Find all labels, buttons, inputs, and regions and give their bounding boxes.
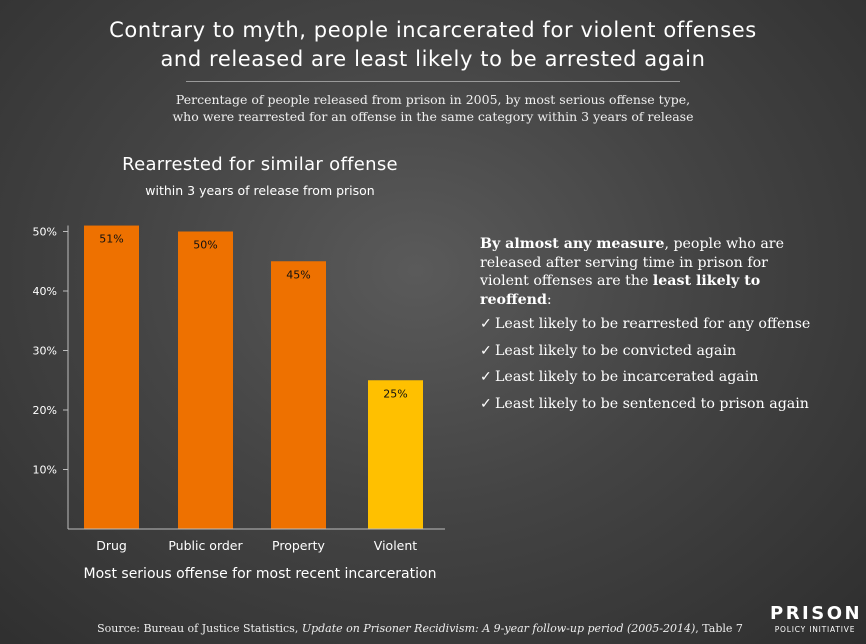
bar-data-label: 25% xyxy=(383,387,407,400)
source-prefix: Source: Bureau of Justice Statistics, xyxy=(97,622,302,635)
logo-tagline: POLICY INITIATIVE xyxy=(774,625,856,634)
subtitle-line-1: Percentage of people released from priso… xyxy=(175,92,691,107)
bar-drug xyxy=(84,225,139,530)
key-findings-intro: By almost any measure, people who are re… xyxy=(480,235,820,309)
intro-colon: : xyxy=(546,291,552,308)
y-tick-label: 40% xyxy=(33,285,57,298)
bar-data-label: 50% xyxy=(193,239,217,252)
x-axis-title: Most serious offense for most recent inc… xyxy=(83,566,437,582)
logo-wordmark: PRISON xyxy=(770,603,863,624)
checklist-item-text: Least likely to be convicted again xyxy=(495,342,737,359)
source-suffix: , Table 7 xyxy=(695,622,743,635)
checklist-item-text: Least likely to be sentenced to prison a… xyxy=(495,396,809,413)
title-divider xyxy=(186,81,680,82)
checklist-item: ✓ Least likely to be convicted again xyxy=(480,342,820,361)
bar-violent xyxy=(368,380,423,529)
bar-public-order xyxy=(178,231,233,529)
prison-policy-initiative-logo: PRISON POLICY INITIATIVE xyxy=(770,604,860,636)
chart-subtitle: within 3 years of release from prison xyxy=(145,183,375,198)
bar-data-label: 45% xyxy=(286,268,310,281)
y-tick-label: 30% xyxy=(33,345,57,358)
x-axis: Drug Public order Property Violent xyxy=(68,528,445,553)
title-line-2: and released are least likely to be arre… xyxy=(160,47,706,71)
intro-bold-lead: By almost any measure xyxy=(480,236,665,252)
bar-property xyxy=(271,261,326,529)
y-axis: 10% 20% 30% 40% 50% xyxy=(33,225,69,529)
checkmark-icon: ✓ xyxy=(480,396,492,413)
subtitle-line-2: who were rearrested for an offense in th… xyxy=(172,109,694,124)
findings-checklist: ✓ Least likely to be rearrested for any o… xyxy=(480,315,820,414)
bar-data-label: 51% xyxy=(99,233,123,246)
checklist-item: ✓ Least likely to be incarcerated again xyxy=(480,368,820,387)
checklist-item: ✓ Least likely to be rearrested for any o… xyxy=(480,315,820,334)
page-title: Contrary to myth, people incarcerated fo… xyxy=(40,16,826,74)
y-tick-label: 10% xyxy=(33,464,57,477)
checklist-item-text: Least likely to be rearrested for any of… xyxy=(495,316,811,332)
title-line-1: Contrary to myth, people incarcerated fo… xyxy=(109,18,757,42)
key-findings: By almost any measure, people who are re… xyxy=(480,235,820,422)
bar-group: 51% 50% 45% 25% xyxy=(84,225,423,530)
x-tick-label: Public order xyxy=(168,538,243,553)
intro-text: , people who are released after serving … xyxy=(480,236,784,289)
page-subtitle: Percentage of people released from priso… xyxy=(60,91,806,125)
checkmark-icon: ✓ xyxy=(480,342,492,359)
source-note: Source: Bureau of Justice Statistics, Up… xyxy=(60,622,780,635)
y-tick-label: 50% xyxy=(33,226,57,239)
source-title: Update on Prisoner Recidivism: A 9-year … xyxy=(301,622,696,635)
y-tick-label: 20% xyxy=(33,404,57,417)
intro-bold-emphasis: least likely to reoffend xyxy=(480,273,761,308)
chart-title: Rearrested for similar offense xyxy=(122,154,398,175)
checklist-item: ✓ Least likely to be sentenced to prison … xyxy=(480,395,820,414)
checkmark-icon: ✓ xyxy=(480,369,492,386)
checklist-item-text: Least likely to be incarcerated again xyxy=(495,369,759,386)
x-tick-label: Property xyxy=(272,538,325,553)
checkmark-icon: ✓ xyxy=(480,316,492,332)
x-tick-label: Violent xyxy=(374,538,417,553)
x-tick-label: Drug xyxy=(96,538,127,553)
